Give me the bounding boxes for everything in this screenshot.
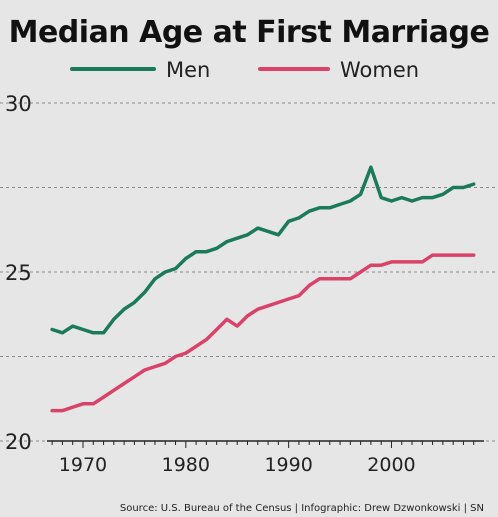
y-tick-label: 20 (5, 430, 32, 454)
chart-title: Median Age at First Marriage (9, 15, 490, 50)
y-tick-label: 25 (5, 261, 32, 285)
gridlines (0, 102, 498, 442)
y-axis-labels: 30 25 20 (5, 92, 32, 454)
y-tick-label: 30 (5, 92, 32, 116)
legend-label-men: Men (166, 58, 210, 82)
x-tick-label: 1990 (264, 454, 312, 476)
series-line-men (50, 165, 476, 335)
legend-label-women: Women (340, 58, 419, 82)
source-credit: Source: U.S. Bureau of the Census | Info… (120, 503, 484, 514)
series-line-women (50, 253, 476, 413)
plot-lines (50, 165, 476, 413)
x-tick-label: 2000 (367, 454, 415, 476)
legend: Men Women (70, 58, 419, 82)
x-tick-label: 1970 (59, 454, 107, 476)
x-axis: 1970 1980 1990 2000 (47, 440, 484, 476)
x-tick-label: 1980 (162, 454, 210, 476)
